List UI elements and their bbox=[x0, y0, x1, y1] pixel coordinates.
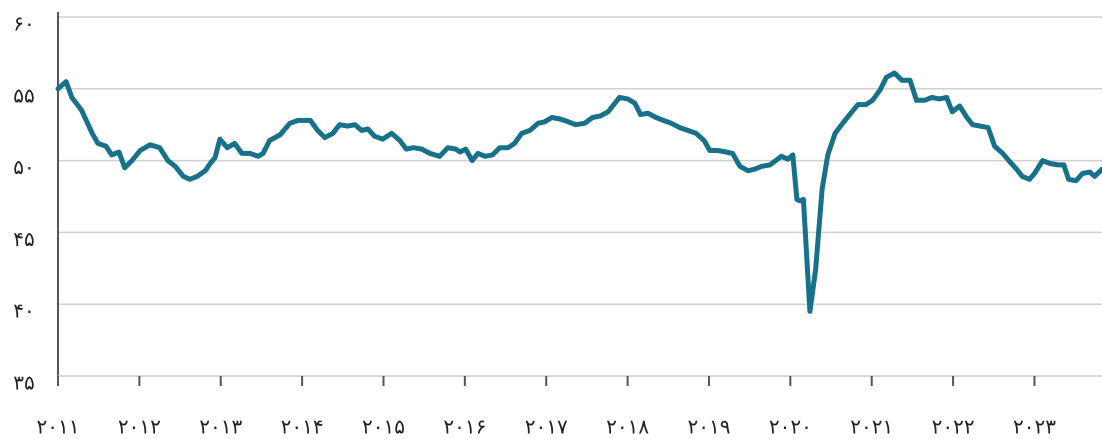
y-tick-label: ۶۰ bbox=[13, 12, 34, 36]
x-tick-label: ۲۰۱۳ bbox=[199, 415, 242, 439]
x-tick-label: ۲۰۲۰ bbox=[769, 415, 812, 439]
line-series bbox=[55, 70, 1102, 314]
x-tick-label: ۲۰۲۳ bbox=[1013, 415, 1056, 439]
x-tick-label: ۲۰۲۱ bbox=[850, 415, 893, 439]
y-tick-label: ۵۵ bbox=[13, 83, 34, 107]
x-tick-label: ۲۰۱۵ bbox=[362, 415, 405, 439]
y-tick-label: ۵۰ bbox=[13, 155, 34, 179]
x-tick-label: ۲۰۱۷ bbox=[525, 415, 568, 439]
x-tick-label: ۲۰۱۶ bbox=[443, 415, 486, 439]
y-tick-label: ۴۵ bbox=[13, 227, 34, 251]
x-tick-label: ۲۰۱۲ bbox=[118, 415, 161, 439]
x-tick-label: ۲۰۱۱ bbox=[37, 415, 80, 439]
y-tick-label: ۴۰ bbox=[13, 299, 34, 323]
x-tick-label: ۲۰۱۹ bbox=[687, 415, 730, 439]
y-tick-label: ۳۵ bbox=[13, 371, 34, 395]
x-tick-label: ۲۰۱۴ bbox=[281, 415, 324, 439]
x-tick-label: ۲۰۲۲ bbox=[932, 415, 975, 439]
x-tick-label: ۲۰۱۸ bbox=[606, 415, 649, 439]
